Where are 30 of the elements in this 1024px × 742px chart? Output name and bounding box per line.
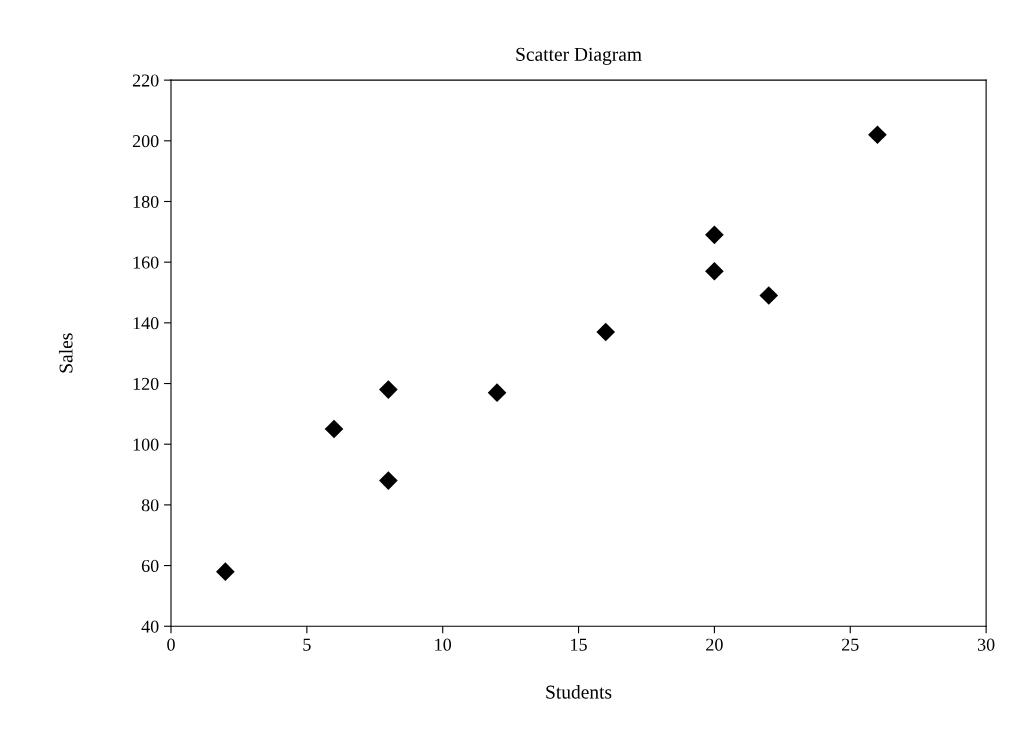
y-tick-label: 60: [141, 559, 159, 573]
point: [705, 225, 724, 245]
y-tick-label: 180: [133, 195, 159, 208]
x-tick-label: 0: [167, 638, 175, 651]
x-tick-label: 10: [435, 638, 452, 651]
point: [705, 261, 724, 281]
chart-title: Scatter Diagram: [516, 47, 642, 65]
x-tick-label: 5: [303, 638, 311, 651]
point: [324, 419, 344, 439]
point: [379, 380, 398, 399]
y-tick-label: 100: [133, 438, 159, 451]
y-tick-label: 200: [132, 135, 159, 148]
y-tick-label: 120: [133, 377, 159, 390]
x-tick-label: 20: [706, 638, 723, 651]
y-tick-label: 80: [141, 499, 159, 512]
point: [216, 562, 235, 581]
y-tick-label: 220: [132, 74, 159, 87]
x-tick-label: 30: [977, 638, 995, 651]
y-tick-label: 160: [133, 256, 159, 269]
point: [487, 383, 507, 402]
point: [596, 322, 616, 342]
x-tick-label: 25: [842, 638, 859, 651]
point: [379, 471, 398, 490]
y-tick-label: 40: [141, 620, 159, 633]
x-axis-title: Students: [546, 684, 612, 699]
x-tick-label: 15: [571, 638, 587, 651]
y-tick-label: 140: [133, 317, 159, 330]
point: [759, 286, 779, 305]
y-axis-title: Sales: [58, 333, 73, 373]
point: [868, 125, 887, 145]
